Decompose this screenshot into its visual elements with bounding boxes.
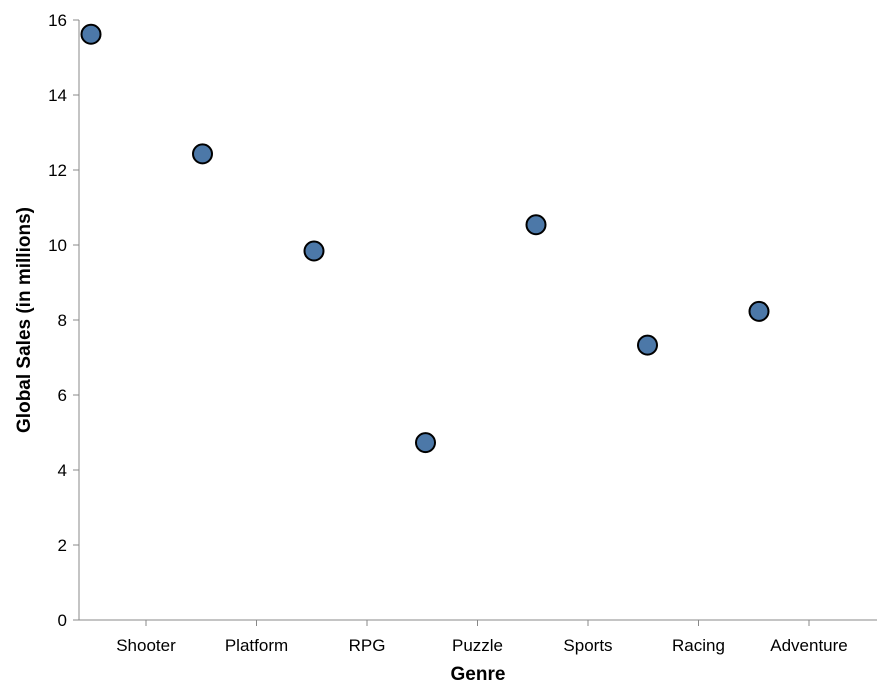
data-point-rpg: [303, 240, 325, 262]
y-tick-label: 2: [58, 536, 67, 555]
y-tick-label: 12: [48, 161, 67, 180]
data-point-sports: [525, 214, 547, 236]
y-axis-title: Global Sales (in millions): [14, 207, 35, 433]
data-point-puzzle: [415, 432, 436, 454]
x-tick-label: RPG: [349, 636, 386, 655]
y-tick-label: 4: [58, 461, 67, 480]
data-point-adventure: [748, 300, 770, 322]
y-tick-label: 16: [48, 11, 67, 30]
y-axis: 0 2 4 6 8 10 12 14 16: [48, 11, 80, 630]
x-tick-label: Sports: [563, 636, 612, 655]
x-tick-label: Adventure: [770, 636, 848, 655]
x-axis-title: Genre: [451, 664, 506, 685]
x-tick-label: Racing: [672, 636, 725, 655]
data-points: [80, 23, 770, 454]
y-tick-label: 8: [58, 311, 67, 330]
x-axis: Shooter Platform RPG Puzzle Sports Racing Adve…: [79, 619, 877, 655]
data-point-shooter: [80, 23, 102, 45]
y-tick-label: 14: [48, 86, 67, 105]
x-tick-label: Platform: [225, 636, 288, 655]
x-tick-label: Shooter: [116, 636, 176, 655]
data-point-platform: [192, 143, 213, 165]
y-tick-label: 10: [48, 236, 67, 255]
x-tick-label: Puzzle: [452, 636, 503, 655]
y-tick-label: 6: [58, 386, 67, 405]
data-point-racing: [637, 334, 658, 356]
y-tick-label: 0: [58, 611, 67, 630]
